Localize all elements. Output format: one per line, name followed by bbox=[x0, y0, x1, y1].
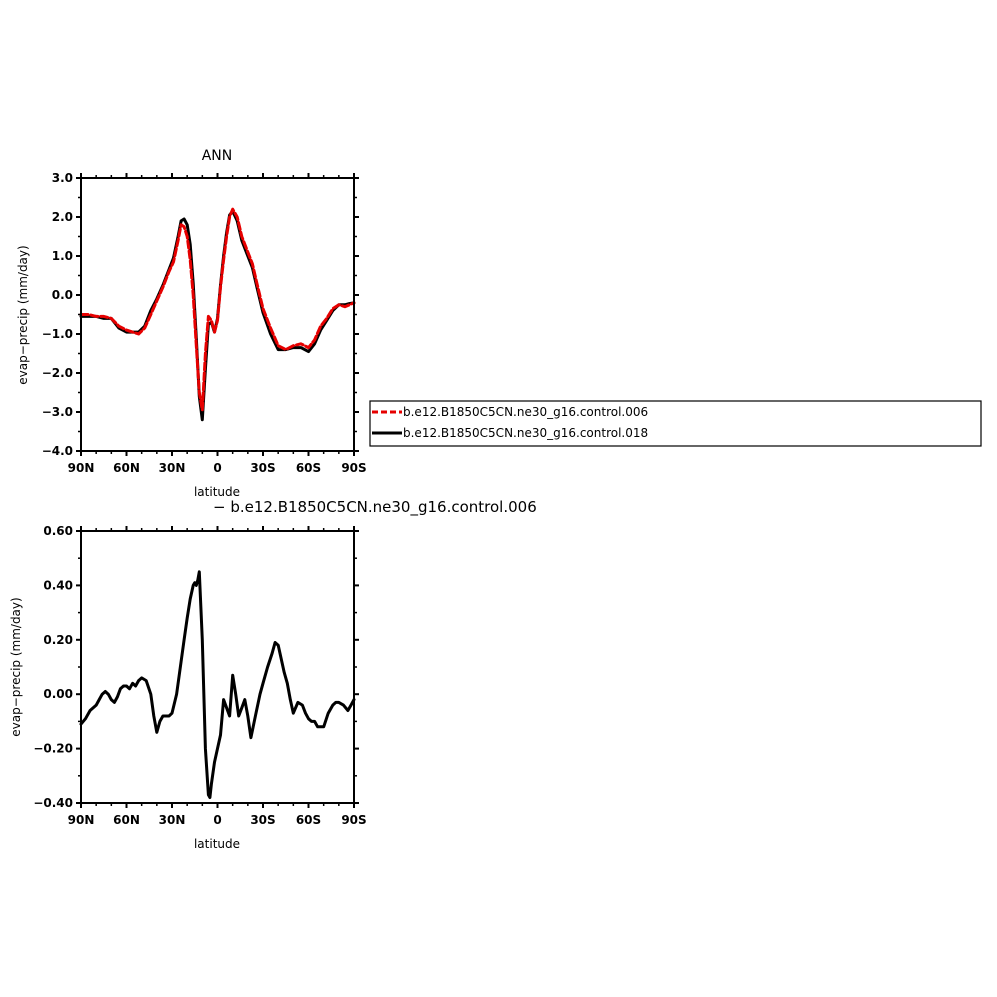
top-x-tick-label: 30N bbox=[159, 461, 186, 475]
bottom-x-tick-label: 90S bbox=[341, 813, 366, 827]
bottom-y-tick-label: 0.00 bbox=[43, 687, 73, 701]
top-x-tick-label: 90S bbox=[341, 461, 366, 475]
bottom-x-axis-label: latitude bbox=[194, 837, 240, 851]
bottom-x-tick-label: 30S bbox=[250, 813, 275, 827]
bottom-y-tick-label: 0.60 bbox=[43, 524, 73, 538]
bottom-y-axis-label: evap−precip (mm/day) bbox=[9, 597, 23, 736]
bottom-y-tick-label: 0.40 bbox=[43, 578, 73, 592]
top-y-tick-label: 3.0 bbox=[52, 171, 73, 185]
bottom-y-tick-label: 0.20 bbox=[43, 633, 73, 647]
bottom-plot-area: 90N 60N 30N 0 30S 60S 90S 0.60 0.40 0.20 0.00 −0.20… bbox=[33, 524, 366, 827]
bottom-x-tick-label: 30N bbox=[159, 813, 186, 827]
bottom-y-tick-label: −0.20 bbox=[33, 742, 73, 756]
top-y-tick-label: −1.0 bbox=[42, 327, 73, 341]
legend-box bbox=[369, 400, 982, 447]
top-y-tick-label: −2.0 bbox=[42, 366, 73, 380]
top-y-tick-label: 1.0 bbox=[52, 249, 73, 263]
bottom-x-tick-label: 0 bbox=[213, 813, 221, 827]
top-x-axis-label: latitude bbox=[194, 485, 240, 499]
top-y-tick-label: −3.0 bbox=[42, 405, 73, 419]
bottom-series-line-0 bbox=[79, 570, 356, 800]
top-y-tick-label: 2.0 bbox=[52, 210, 73, 224]
bottom-plot-frame bbox=[80, 530, 355, 804]
top-x-tick-label: 60N bbox=[113, 461, 140, 475]
bottom-x-tick-label: 60S bbox=[296, 813, 321, 827]
top-y-axis-label: evap−precip (mm/day) bbox=[16, 245, 30, 384]
top-x-tick-label: 30S bbox=[250, 461, 275, 475]
bottom-panel: − b.e12.B1850C5CN.ne30_g16.control.006 9… bbox=[9, 498, 537, 851]
legend-label-018: b.e12.B1850C5CN.ne30_g16.control.018 bbox=[403, 426, 648, 440]
top-series-line-0 bbox=[79, 207, 356, 412]
legend-label-006: b.e12.B1850C5CN.ne30_g16.control.006 bbox=[403, 405, 648, 419]
top-x-tick-label: 0 bbox=[213, 461, 221, 475]
top-chart-title: ANN bbox=[202, 148, 233, 164]
bottom-x-tick-label: 60N bbox=[113, 813, 140, 827]
top-x-tick-label: 90N bbox=[68, 461, 95, 475]
top-x-tick-label: 60S bbox=[296, 461, 321, 475]
top-y-tick-label: −4.0 bbox=[42, 444, 73, 458]
top-y-tick-label: 0.0 bbox=[52, 288, 73, 302]
bottom-x-tick-label: 90N bbox=[68, 813, 95, 827]
bottom-y-tick-label: −0.40 bbox=[33, 796, 73, 810]
top-panel: ANN 90N 60N 30N 0 30S 60S 90S 3.0 2.0 1.0 0.0 −1.0 −… bbox=[16, 148, 367, 499]
legend: b.e12.B1850C5CN.ne30_g16.control.006 b.e… bbox=[369, 400, 982, 447]
top-plot-area: 90N 60N 30N 0 30S 60S 90S 3.0 2.0 1.0 0.0 −1.0 −2.0 −… bbox=[42, 171, 367, 475]
bottom-chart-title: − b.e12.B1850C5CN.ne30_g16.control.006 bbox=[213, 498, 537, 517]
